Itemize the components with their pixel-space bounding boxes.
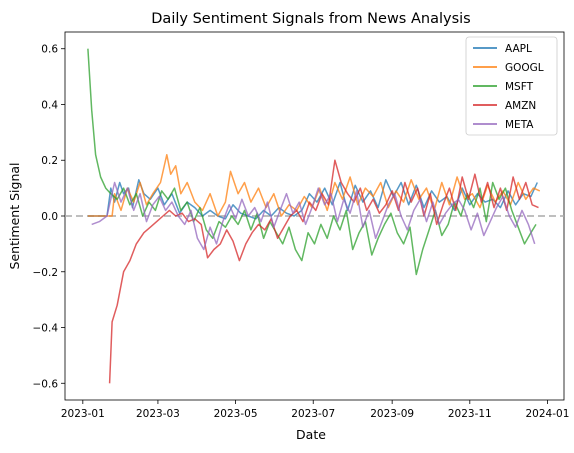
x-tick-label: 2024-01 <box>526 408 570 420</box>
y-tick-label: 0.4 <box>41 99 58 111</box>
legend-label-msft: MSFT <box>505 81 534 93</box>
x-tick-label: 2023-05 <box>214 408 258 420</box>
legend-label-googl: GOOGL <box>505 62 544 74</box>
legend-label-meta: META <box>505 119 534 131</box>
series-line-aapl <box>87 179 538 220</box>
legend: AAPL GOOGL MSFT AMZN META <box>465 36 558 136</box>
x-tick-label: 2023-09 <box>370 408 414 420</box>
series-line-googl <box>87 153 541 217</box>
y-tick-label: 0.0 <box>41 211 58 223</box>
series-line-meta <box>91 181 536 251</box>
y-tick-label: −0.6 <box>33 378 59 390</box>
chart-title: Daily Sentiment Signals from News Analys… <box>151 11 470 27</box>
legend-frame <box>465 36 558 136</box>
y-axis-ticks: 0.6 0.4 0.2 0.0 −0.2 −0.4 −0.6 <box>33 44 65 390</box>
legend-label-aapl: AAPL <box>505 43 532 55</box>
legend-label-amzn: AMZN <box>505 100 536 112</box>
x-tick-label: 2023-11 <box>448 408 492 420</box>
series-line-msft <box>87 48 537 276</box>
x-axis-label: Date <box>296 427 326 442</box>
y-axis-label: Sentiment Signal <box>7 163 22 270</box>
y-tick-label: 0.6 <box>41 44 58 56</box>
x-axis-ticks: 2023-01 2023-03 2023-05 2023-07 2023-09 2023-… <box>61 400 570 420</box>
y-tick-label: 0.2 <box>41 155 58 167</box>
x-tick-label: 2023-07 <box>291 408 335 420</box>
y-tick-label: −0.2 <box>33 267 59 279</box>
y-tick-label: −0.4 <box>33 323 59 335</box>
x-tick-label: 2023-03 <box>136 408 180 420</box>
x-tick-label: 2023-01 <box>61 408 105 420</box>
series-layer <box>87 48 541 384</box>
